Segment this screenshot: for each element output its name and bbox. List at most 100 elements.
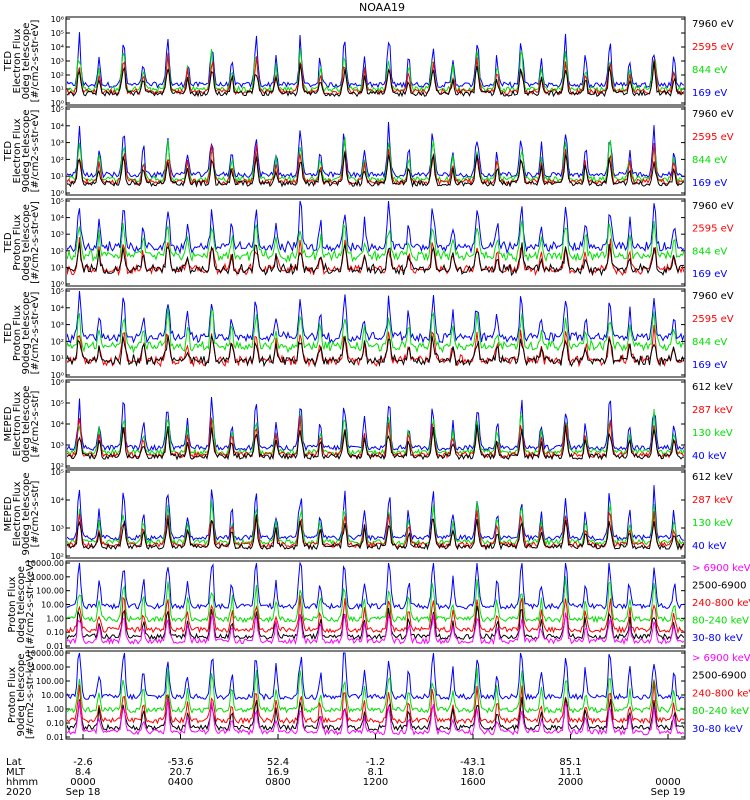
panel-frame	[65, 198, 686, 287]
y-tick-label: 10²	[51, 462, 64, 471]
legend-entry: 287 keV	[692, 495, 733, 506]
series-blue	[67, 290, 684, 345]
y-axis-label: 0deg telescope	[21, 204, 32, 281]
y-axis-label: Proton Flux	[12, 305, 23, 361]
y-tick-label: 1.00	[46, 705, 64, 714]
series-blue	[67, 485, 684, 542]
legend-entry: 7960 eV	[692, 109, 734, 120]
y-axis-label: [#/cm2-s-str-eV]	[30, 201, 41, 284]
series-green	[67, 408, 684, 457]
y-axis-label: TED	[3, 51, 14, 72]
legend-entry: 7960 eV	[692, 19, 734, 30]
y-tick-label: 10³	[51, 57, 64, 66]
x-tick-mlt: 20.7	[169, 767, 191, 778]
y-tick-label: 10²	[51, 552, 64, 561]
legend-entry: 287 keV	[692, 405, 733, 416]
y-axis-label: [#/cm2-s-str-eV]	[30, 110, 41, 193]
y-tick-label: 10⁶	[51, 15, 64, 24]
legend-entry: 7960 eV	[692, 291, 734, 302]
y-axis-label: 90deg telescope	[16, 653, 27, 736]
panels: 10⁰ 10¹ 10² 10³ 10⁴ 10⁵ 10⁶ TED Electron Flux 0de…	[3, 15, 750, 742]
x-tick-lat: 85.1	[559, 757, 581, 768]
traces	[67, 396, 684, 461]
series-blue	[67, 121, 684, 179]
y-axis-label: MEPED	[3, 496, 14, 531]
panel-frame	[65, 469, 686, 559]
chart-title: NOAA19	[359, 1, 405, 14]
series-blue	[67, 200, 684, 255]
y-axis-label: 90deg telescope	[21, 109, 32, 192]
legend-entry: 2595 eV	[692, 314, 734, 325]
legend-entry: 2595 eV	[692, 132, 734, 143]
y-tick-label: 10³	[51, 321, 64, 330]
legend-entry: > 6900 keV	[692, 563, 750, 574]
series-black	[67, 242, 684, 277]
series-green	[67, 307, 684, 355]
legend-entry: 130 keV	[692, 518, 733, 529]
y-tick-label: 10⁰	[51, 371, 64, 380]
y-tick-label: 0.01	[46, 642, 64, 651]
x-tick-lat: -2.6	[73, 757, 93, 768]
y-tick-label: 10⁰	[51, 99, 64, 108]
traces	[67, 200, 684, 277]
y-tick-label: 10000.00	[26, 649, 64, 658]
series-black	[67, 424, 684, 461]
x-tick-lat: -53.6	[168, 757, 194, 768]
y-tick-label: 10²	[51, 155, 64, 164]
legend-entry: 844 eV	[692, 65, 727, 76]
y-tick-label: 10⁵	[51, 197, 64, 206]
y-tick-label: 10⁶	[51, 378, 64, 387]
legend-entry: 240-800 keV	[692, 688, 750, 699]
y-axis-label: Proton Flux	[7, 576, 18, 632]
x-tick-lat: 52.4	[267, 757, 289, 768]
series-blue	[67, 652, 684, 701]
x-tick-hhmm: 0800	[265, 777, 290, 788]
y-tick-label: 0.10	[46, 628, 64, 637]
legend-entry: 844 eV	[692, 155, 727, 166]
y-axis-label: Proton Flux	[7, 667, 18, 723]
y-tick-label: 10⁴	[51, 43, 64, 52]
legend-entry: 169 eV	[692, 178, 727, 189]
y-tick-label: 10³	[51, 139, 64, 148]
y-tick-label: 10²	[51, 71, 64, 80]
legend-entry: 2595 eV	[692, 224, 734, 235]
x-tick-hhmm: 0400	[168, 777, 193, 788]
y-axis-label: [#/cm2-s-str]	[30, 390, 41, 457]
legend-entry: 2500-6900	[692, 581, 747, 592]
y-tick-label: 10³	[51, 524, 64, 533]
series-black	[67, 151, 684, 188]
series-black	[67, 605, 684, 641]
legend-entry: 169 eV	[692, 360, 727, 371]
x-tick-mlt: 8.4	[75, 767, 91, 778]
y-tick-label: 10⁵	[51, 468, 64, 477]
legend-entry: 2595 eV	[692, 42, 734, 53]
y-axis-label: [#/cm2-s-str-eV]	[30, 292, 41, 375]
y-axis-label: Electron Flux	[12, 391, 23, 456]
x-row-label: Lat	[6, 757, 22, 768]
y-tick-label: 10¹	[51, 354, 64, 363]
x-row-label: hhmm	[6, 777, 38, 788]
series-black	[67, 61, 684, 98]
panel-frame	[65, 288, 686, 378]
legend-entry: 844 eV	[692, 246, 727, 257]
legend-entry: 30-80 keV	[692, 633, 743, 644]
x-row-label: 2020	[6, 787, 31, 798]
y-tick-label: 10⁵	[51, 29, 64, 38]
traces	[67, 485, 684, 551]
y-tick-label: 10³	[51, 230, 64, 239]
y-tick-label: 10⁵	[51, 399, 64, 408]
series-red	[67, 680, 684, 725]
y-tick-label: 10.00	[41, 601, 64, 610]
y-axis-label: 0deg telescope	[16, 566, 27, 643]
y-tick-label: 10³	[51, 441, 64, 450]
legend-entry: 40 keV	[692, 451, 726, 462]
series-blue	[67, 32, 684, 89]
y-tick-label: 10⁴	[51, 122, 64, 131]
legend-entry: > 6900 keV	[692, 653, 750, 664]
